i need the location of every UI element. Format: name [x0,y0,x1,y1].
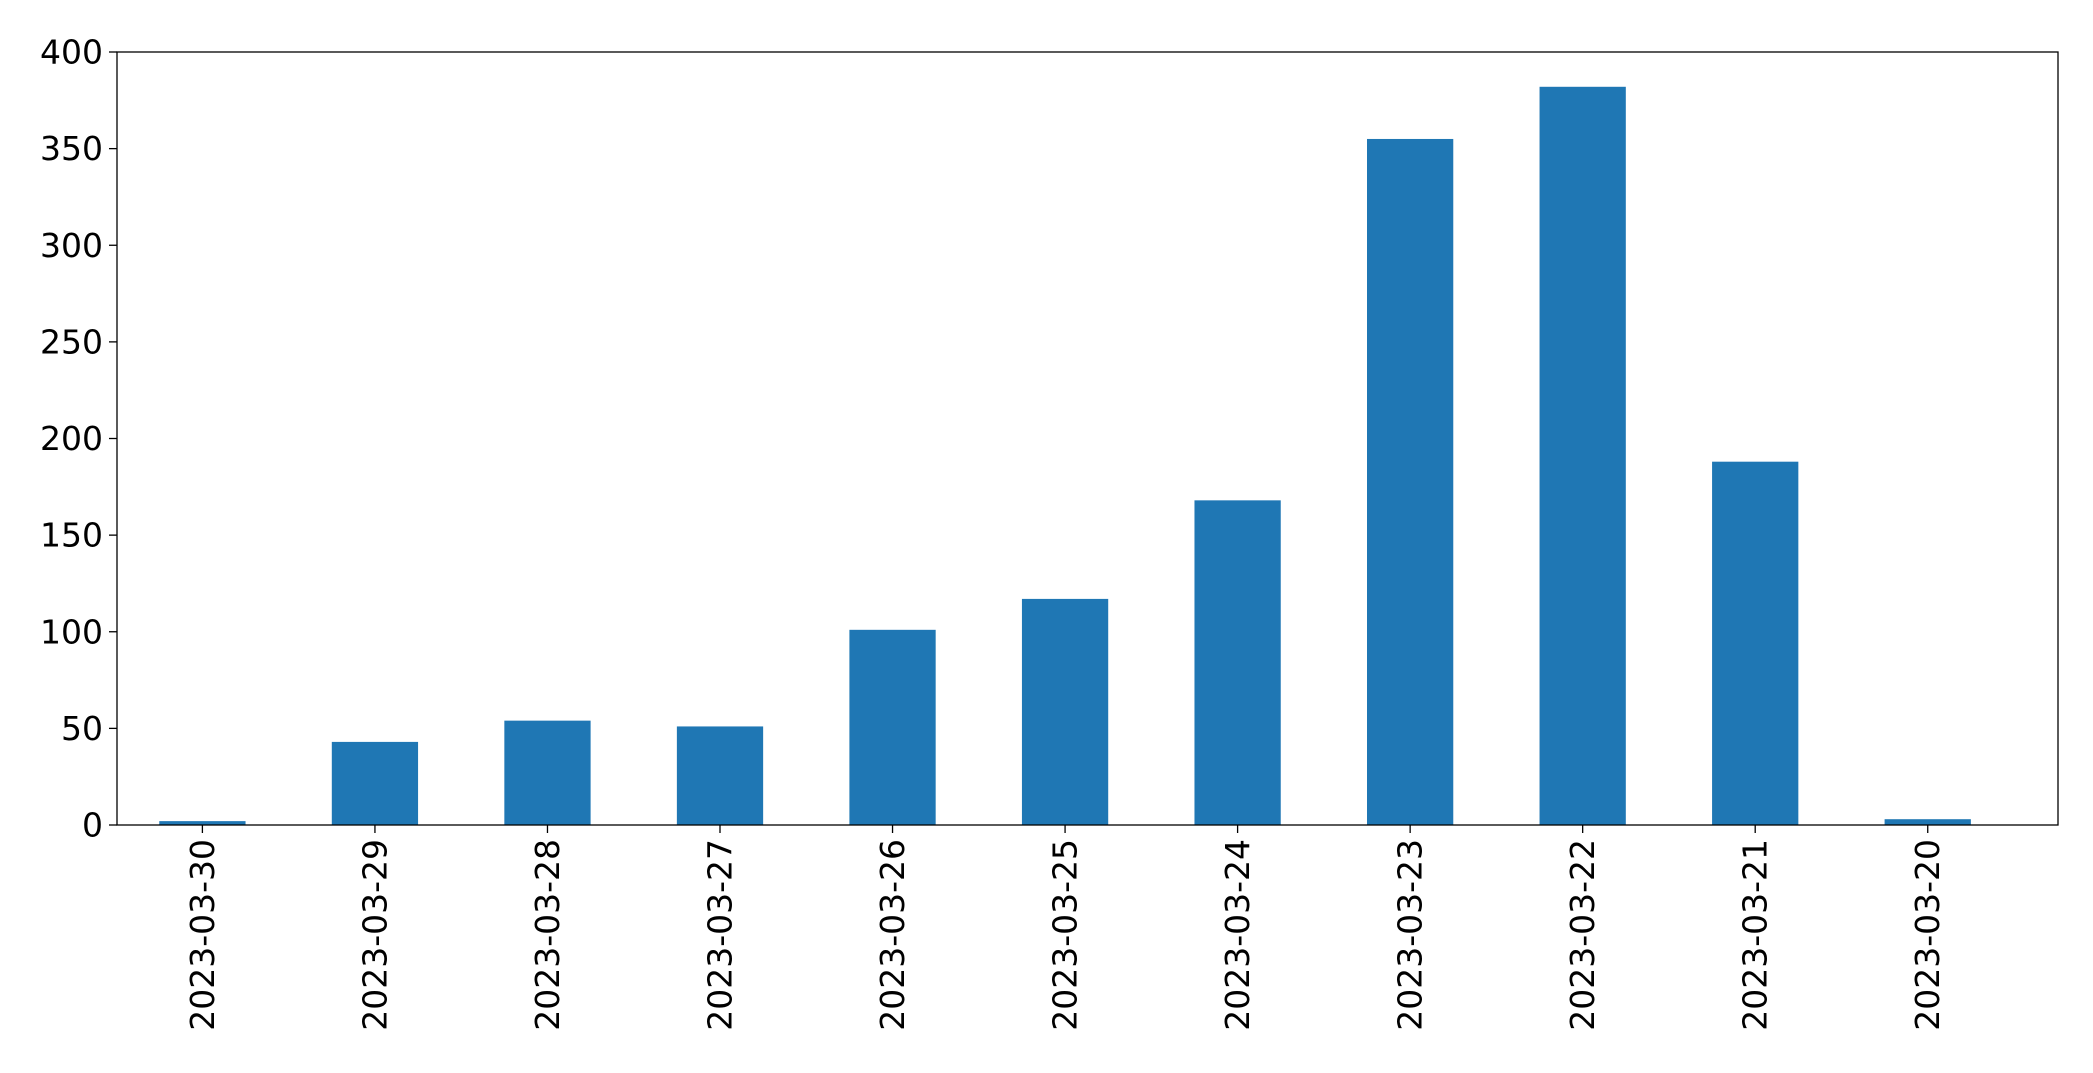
y-tick-label: 100 [40,612,103,651]
y-tick-label: 50 [61,709,103,748]
y-tick-label: 150 [40,516,103,555]
bar-2023-03-20 [1884,819,1971,825]
x-tick-label: 2023-03-27 [701,839,740,1031]
bar-2023-03-22 [1539,86,1626,826]
x-tick-label: 2023-03-25 [1046,839,1085,1031]
bars-layer [159,86,1971,826]
bar-2023-03-21 [1712,461,1799,825]
x-tick-label: 2023-03-22 [1563,839,1602,1031]
bar-2023-03-25 [1021,598,1109,825]
y-tick-label: 0 [82,806,103,845]
x-tick-label: 2023-03-28 [528,839,567,1031]
bar-2023-03-28 [504,720,591,825]
plot-frame [116,51,2059,826]
y-tick-label: 400 [40,33,103,72]
y-axis: 0 50 100 150 200 250 300 350 400 [40,33,117,845]
y-tick-label: 300 [40,226,103,265]
x-tick-label: 2023-03-26 [873,839,912,1031]
bar-2023-03-27 [676,726,764,825]
x-axis: 2023-03-30 2023-03-29 2023-03-28 2023-03-27… [183,825,1947,1031]
bar-2023-03-29 [331,741,419,825]
x-tick-label: 2023-03-30 [183,839,222,1031]
bar-2023-03-23 [1367,138,1454,825]
x-tick-label: 2023-03-29 [355,839,394,1031]
x-tick-label: 2023-03-23 [1391,839,1430,1031]
bar-2023-03-24 [1194,500,1281,825]
y-tick-label: 200 [40,419,103,458]
x-tick-label: 2023-03-20 [1908,839,1947,1031]
x-tick-label: 2023-03-21 [1736,839,1775,1031]
bar-2023-03-30 [159,821,246,825]
y-tick-label: 250 [40,322,103,361]
bar-2023-03-26 [849,629,936,825]
x-tick-label: 2023-03-24 [1218,839,1257,1031]
y-tick-label: 350 [40,129,103,168]
